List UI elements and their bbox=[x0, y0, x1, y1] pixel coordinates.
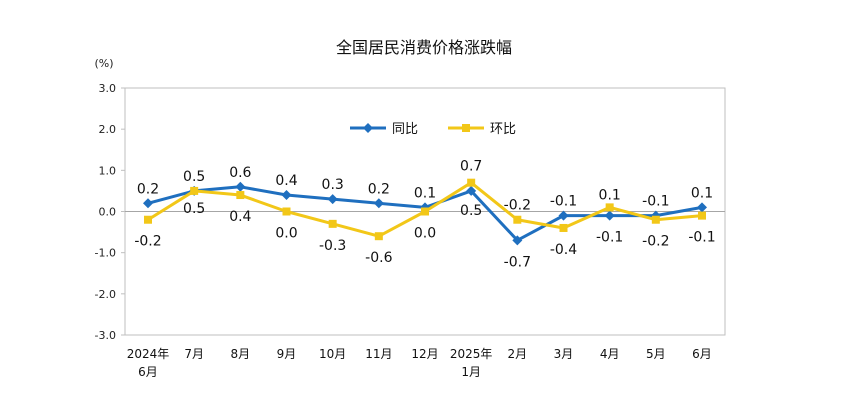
legend-label-yoy: 同比 bbox=[392, 122, 418, 137]
data-point-mom bbox=[236, 191, 245, 200]
x-axis: 2024年 6月 7月 8月 9月 10月 11月 12月 2025年 1月 2月 3月 4月 5月 6月 bbox=[127, 347, 712, 379]
data-point-yoy bbox=[235, 181, 246, 192]
data-point-yoy bbox=[327, 194, 338, 205]
data-point-yoy bbox=[373, 198, 384, 209]
data-point-mom bbox=[651, 215, 660, 224]
x-tick-label: 10月 bbox=[319, 347, 346, 361]
data-label-mom: -0.1 bbox=[688, 230, 715, 246]
y-tick-label: 1.0 bbox=[99, 164, 117, 177]
data-label-mom: -0.3 bbox=[319, 238, 346, 254]
x-tick-label: 7月 bbox=[184, 347, 204, 361]
data-label-mom: -0.2 bbox=[134, 234, 161, 250]
data-label-yoy: 0.5 bbox=[183, 169, 205, 185]
x-tick-label: 5月 bbox=[646, 347, 666, 361]
data-point-mom bbox=[559, 223, 568, 232]
data-point-yoy bbox=[143, 198, 153, 209]
data-point-mom bbox=[698, 211, 706, 220]
data-point-mom bbox=[421, 207, 429, 216]
data-point-yoy bbox=[604, 210, 615, 221]
y-tick-label: 2.0 bbox=[99, 123, 117, 136]
data-label-yoy: -0.1 bbox=[596, 230, 623, 246]
data-label-mom: -0.2 bbox=[504, 198, 531, 214]
data-labels: 0.2 0.5 0.6 0.4 0.3 0.2 0.1 0.5 -0.7 -0.1 -0.1 -0.1… bbox=[134, 159, 715, 271]
data-label-yoy: 0.5 bbox=[460, 203, 482, 219]
data-point-yoy bbox=[697, 202, 707, 213]
x-tick-label: 12月 bbox=[411, 347, 438, 361]
data-point-yoy bbox=[466, 185, 477, 196]
data-label-yoy: 0.3 bbox=[322, 177, 344, 193]
x-tick-label: 6月 bbox=[138, 365, 158, 379]
x-tick-label: 1月 bbox=[461, 365, 481, 379]
x-tick-label: 4月 bbox=[600, 347, 620, 361]
data-label-mom: 0.4 bbox=[229, 209, 251, 225]
legend: 同比 环比 bbox=[350, 122, 516, 137]
data-label-yoy: -0.1 bbox=[550, 194, 577, 210]
data-label-yoy: 0.1 bbox=[691, 185, 713, 201]
data-label-yoy: 0.4 bbox=[275, 173, 297, 189]
data-label-mom: 0.5 bbox=[183, 201, 205, 217]
data-point-mom bbox=[467, 178, 476, 187]
x-tick-label: 9月 bbox=[277, 347, 297, 361]
data-point-mom bbox=[513, 215, 522, 224]
data-label-yoy: -0.7 bbox=[504, 254, 531, 270]
y-tick-label: 0.0 bbox=[99, 206, 117, 219]
y-unit-label: (%) bbox=[94, 57, 113, 70]
data-point-mom bbox=[144, 215, 152, 224]
data-label-mom: 0.1 bbox=[599, 188, 621, 204]
data-label-yoy: 0.2 bbox=[137, 181, 159, 197]
series-layer bbox=[143, 178, 707, 246]
data-point-mom bbox=[328, 219, 337, 228]
data-label-yoy: 0.1 bbox=[414, 185, 436, 201]
data-label-mom: 0.0 bbox=[414, 226, 436, 242]
data-label-yoy: 0.6 bbox=[229, 165, 251, 181]
y-tick-label: -2.0 bbox=[95, 288, 116, 301]
x-tick-label: 2025年 bbox=[450, 347, 493, 361]
y-tick-label: 3.0 bbox=[99, 82, 117, 95]
data-point-yoy bbox=[281, 190, 292, 201]
data-point-mom bbox=[190, 186, 199, 195]
data-point-mom bbox=[282, 207, 291, 216]
y-axis: 3.0 2.0 1.0 0.0 -1.0 -2.0 -3.0 bbox=[95, 82, 125, 342]
data-label-mom: 0.0 bbox=[275, 226, 297, 242]
data-label-mom: -0.2 bbox=[642, 234, 669, 250]
x-tick-label: 11月 bbox=[365, 347, 392, 361]
x-tick-label: 8月 bbox=[231, 347, 251, 361]
data-point-yoy bbox=[558, 210, 569, 221]
data-label-yoy: 0.2 bbox=[368, 181, 390, 197]
chart-title: 全国居民消费价格涨跌幅 bbox=[336, 38, 512, 57]
data-point-mom bbox=[605, 203, 614, 212]
data-point-yoy bbox=[512, 235, 523, 246]
legend-marker-yoy bbox=[363, 123, 373, 133]
legend-label-mom: 环比 bbox=[490, 122, 516, 137]
y-tick-label: -1.0 bbox=[95, 247, 116, 260]
data-label-mom: 0.7 bbox=[460, 159, 482, 175]
y-tick-label: -3.0 bbox=[95, 329, 116, 342]
data-label-yoy: -0.1 bbox=[642, 194, 669, 210]
x-tick-label: 6月 bbox=[692, 347, 712, 361]
data-point-mom bbox=[374, 232, 383, 241]
data-label-mom: -0.6 bbox=[365, 250, 392, 266]
data-label-mom: -0.4 bbox=[550, 242, 577, 258]
x-tick-label: 2月 bbox=[508, 347, 528, 361]
x-tick-label: 2024年 bbox=[127, 347, 170, 361]
legend-marker-mom bbox=[462, 124, 470, 132]
x-tick-label: 3月 bbox=[554, 347, 574, 361]
